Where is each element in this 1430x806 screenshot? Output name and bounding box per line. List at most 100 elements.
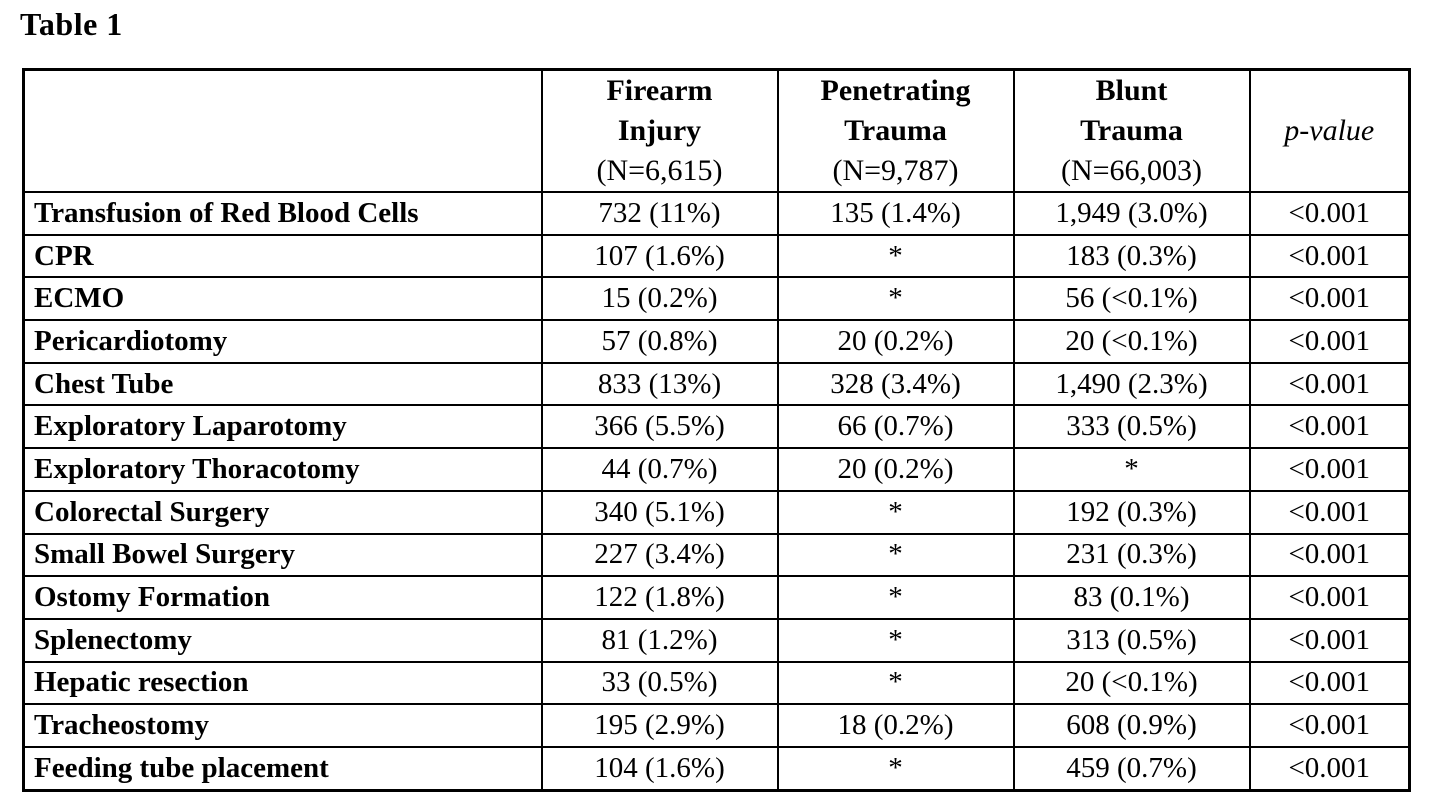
cell-pvalue: <0.001 bbox=[1248, 319, 1411, 364]
header-penetrating-line2: Trauma bbox=[844, 114, 947, 147]
table-row: Chest Tube 833 (13%) 328 (3.4%) 1,490 (2… bbox=[22, 361, 1411, 407]
data-table: Firearm Injury (N=6,615) Penetrating Tra… bbox=[22, 68, 1411, 792]
table-row: Feeding tube placement 104 (1.6%) * 459 … bbox=[22, 745, 1411, 792]
row-label: Colorectal Surgery bbox=[22, 489, 543, 535]
table-row: Small Bowel Surgery 227 (3.4%) * 231 (0.… bbox=[22, 532, 1411, 578]
cell-firearm: 81 (1.2%) bbox=[540, 617, 779, 663]
row-label: Tracheostomy bbox=[22, 703, 543, 748]
table-header: Firearm Injury (N=6,615) Penetrating Tra… bbox=[22, 68, 1411, 193]
cell-penetrating: * bbox=[776, 276, 1015, 322]
table-row: Exploratory Thoracotomy 44 (0.7%) 20 (0.… bbox=[22, 447, 1411, 492]
row-label: Transfusion of Red Blood Cells bbox=[22, 191, 543, 236]
cell-firearm: 195 (2.9%) bbox=[540, 703, 779, 748]
cell-blunt: 20 (<0.1%) bbox=[1012, 660, 1251, 706]
cell-penetrating: * bbox=[776, 489, 1015, 535]
cell-pvalue: <0.001 bbox=[1248, 617, 1411, 663]
table-row: Hepatic resection 33 (0.5%) * 20 (<0.1%)… bbox=[22, 660, 1411, 706]
cell-penetrating: 328 (3.4%) bbox=[776, 361, 1015, 407]
cell-penetrating: * bbox=[776, 745, 1015, 792]
cell-blunt: 231 (0.3%) bbox=[1012, 532, 1251, 578]
cell-pvalue: <0.001 bbox=[1248, 404, 1411, 450]
row-label: Chest Tube bbox=[22, 361, 543, 407]
cell-blunt: * bbox=[1012, 447, 1251, 492]
header-firearm-line1: Firearm bbox=[606, 74, 713, 107]
cell-pvalue: <0.001 bbox=[1248, 660, 1411, 706]
cell-firearm: 44 (0.7%) bbox=[540, 447, 779, 492]
cell-firearm: 57 (0.8%) bbox=[540, 319, 779, 364]
cell-pvalue: <0.001 bbox=[1248, 489, 1411, 535]
header-penetrating-line1: Penetrating bbox=[820, 74, 971, 107]
header-firearm-n: (N=6,615) bbox=[596, 154, 723, 187]
cell-firearm: 33 (0.5%) bbox=[540, 660, 779, 706]
cell-pvalue: <0.001 bbox=[1248, 447, 1411, 492]
column-header-firearm: Firearm Injury (N=6,615) bbox=[540, 68, 779, 193]
table-row: Exploratory Laparotomy 366 (5.5%) 66 (0.… bbox=[22, 404, 1411, 450]
cell-penetrating: 18 (0.2%) bbox=[776, 703, 1015, 748]
cell-firearm: 122 (1.8%) bbox=[540, 575, 779, 620]
cell-firearm: 227 (3.4%) bbox=[540, 532, 779, 578]
cell-penetrating: * bbox=[776, 575, 1015, 620]
cell-blunt: 1,490 (2.3%) bbox=[1012, 361, 1251, 407]
column-header-pvalue: p-value bbox=[1248, 68, 1411, 193]
table-title: Table 1 bbox=[20, 6, 123, 42]
cell-blunt: 333 (0.5%) bbox=[1012, 404, 1251, 450]
table-row: Transfusion of Red Blood Cells 732 (11%)… bbox=[22, 191, 1411, 236]
row-label: Splenectomy bbox=[22, 617, 543, 663]
cell-blunt: 183 (0.3%) bbox=[1012, 233, 1251, 279]
cell-pvalue: <0.001 bbox=[1248, 276, 1411, 322]
cell-firearm: 732 (11%) bbox=[540, 191, 779, 236]
header-corner-cell bbox=[22, 68, 543, 193]
cell-pvalue: <0.001 bbox=[1248, 703, 1411, 748]
cell-pvalue: <0.001 bbox=[1248, 361, 1411, 407]
cell-pvalue: <0.001 bbox=[1248, 191, 1411, 236]
row-label: Pericardiotomy bbox=[22, 319, 543, 364]
table-row: CPR 107 (1.6%) * 183 (0.3%) <0.001 bbox=[22, 233, 1411, 279]
cell-pvalue: <0.001 bbox=[1248, 532, 1411, 578]
header-blunt-n: (N=66,003) bbox=[1060, 154, 1203, 187]
cell-blunt: 313 (0.5%) bbox=[1012, 617, 1251, 663]
cell-penetrating: 20 (0.2%) bbox=[776, 447, 1015, 492]
cell-penetrating: * bbox=[776, 660, 1015, 706]
column-header-penetrating: Penetrating Trauma (N=9,787) bbox=[776, 68, 1015, 193]
cell-firearm: 833 (13%) bbox=[540, 361, 779, 407]
cell-penetrating: * bbox=[776, 617, 1015, 663]
header-firearm-line2: Injury bbox=[617, 114, 702, 147]
table-row: ECMO 15 (0.2%) * 56 (<0.1%) <0.001 bbox=[22, 276, 1411, 322]
column-header-blunt: Blunt Trauma (N=66,003) bbox=[1012, 68, 1251, 193]
table-row: Ostomy Formation 122 (1.8%) * 83 (0.1%) … bbox=[22, 575, 1411, 620]
table-row: Colorectal Surgery 340 (5.1%) * 192 (0.3… bbox=[22, 489, 1411, 535]
row-label: Exploratory Thoracotomy bbox=[22, 447, 543, 492]
header-blunt-line1: Blunt bbox=[1095, 74, 1168, 107]
row-label: Feeding tube placement bbox=[22, 745, 543, 792]
cell-blunt: 56 (<0.1%) bbox=[1012, 276, 1251, 322]
table-row: Tracheostomy 195 (2.9%) 18 (0.2%) 608 (0… bbox=[22, 703, 1411, 748]
cell-firearm: 104 (1.6%) bbox=[540, 745, 779, 792]
row-label: Ostomy Formation bbox=[22, 575, 543, 620]
cell-firearm: 340 (5.1%) bbox=[540, 489, 779, 535]
header-row: Firearm Injury (N=6,615) Penetrating Tra… bbox=[22, 68, 1411, 193]
table-row: Pericardiotomy 57 (0.8%) 20 (0.2%) 20 (<… bbox=[22, 319, 1411, 364]
cell-pvalue: <0.001 bbox=[1248, 745, 1411, 792]
cell-penetrating: 135 (1.4%) bbox=[776, 191, 1015, 236]
cell-blunt: 20 (<0.1%) bbox=[1012, 319, 1251, 364]
cell-penetrating: 20 (0.2%) bbox=[776, 319, 1015, 364]
cell-firearm: 366 (5.5%) bbox=[540, 404, 779, 450]
table-row: Splenectomy 81 (1.2%) * 313 (0.5%) <0.00… bbox=[22, 617, 1411, 663]
header-penetrating-n: (N=9,787) bbox=[832, 154, 959, 187]
table-body: Transfusion of Red Blood Cells 732 (11%)… bbox=[22, 191, 1411, 792]
cell-blunt: 192 (0.3%) bbox=[1012, 489, 1251, 535]
row-label: Hepatic resection bbox=[22, 660, 543, 706]
cell-penetrating: * bbox=[776, 532, 1015, 578]
cell-pvalue: <0.001 bbox=[1248, 233, 1411, 279]
cell-pvalue: <0.001 bbox=[1248, 575, 1411, 620]
cell-blunt: 1,949 (3.0%) bbox=[1012, 191, 1251, 236]
row-label: CPR bbox=[22, 233, 543, 279]
cell-blunt: 459 (0.7%) bbox=[1012, 745, 1251, 792]
header-blunt-line2: Trauma bbox=[1080, 114, 1183, 147]
cell-firearm: 107 (1.6%) bbox=[540, 233, 779, 279]
cell-blunt: 608 (0.9%) bbox=[1012, 703, 1251, 748]
row-label: ECMO bbox=[22, 276, 543, 322]
row-label: Exploratory Laparotomy bbox=[22, 404, 543, 450]
row-label: Small Bowel Surgery bbox=[22, 532, 543, 578]
